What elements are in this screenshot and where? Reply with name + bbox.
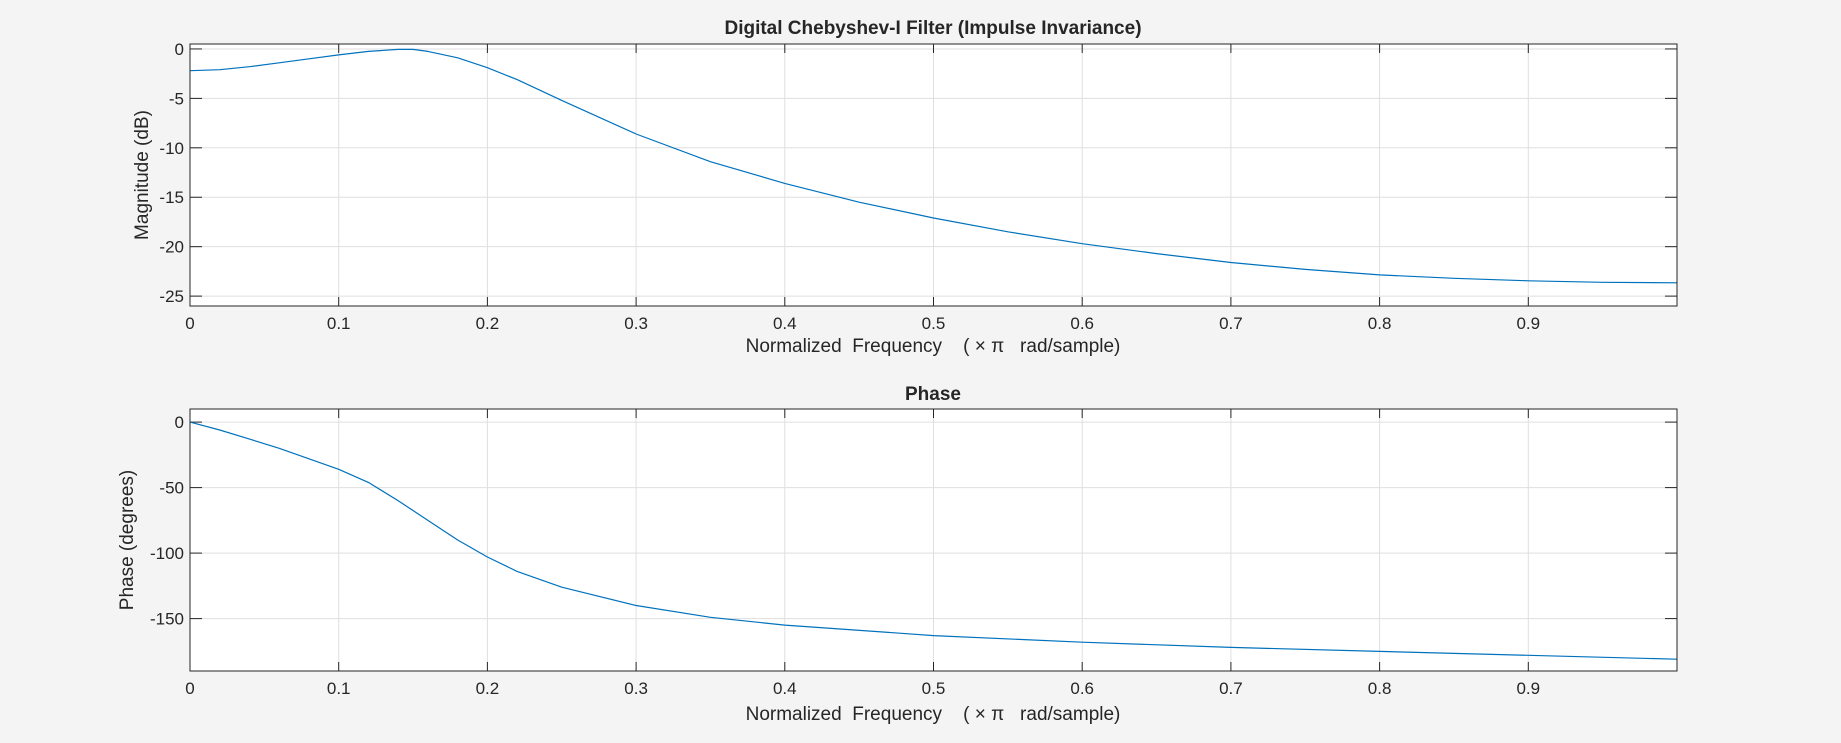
magnitude-series-line	[189, 48, 1678, 284]
magnitude-x-tick-label: 0	[185, 314, 194, 333]
phase-ticks	[189, 409, 1677, 671]
magnitude-y-tick-label: 0	[175, 40, 184, 59]
magnitude-tick-labels: 0 0.1 0.2 0.3 0.4 0.5 0.6 0.7 0.8 0.9 0 -5 -10 -15 -20…	[159, 40, 1540, 333]
phase-x-label: Normalized Frequency ( × π rad/sample)	[746, 704, 1121, 725]
phase-x-tick-label: 0.8	[1368, 679, 1392, 698]
phase-axes[interactable]: 0 0.1 0.2 0.3 0.4 0.5 0.6 0.7 0.8 0.9 0 -50 -100 -150…	[117, 384, 1678, 725]
magnitude-y-label: Magnitude (dB)	[132, 110, 153, 240]
phase-x-tick-label: 0.5	[922, 679, 946, 698]
magnitude-y-tick-label: -15	[159, 188, 184, 207]
phase-series-line	[189, 421, 1678, 660]
magnitude-x-tick-label: 0.8	[1368, 314, 1392, 333]
magnitude-x-tick-label: 0.3	[624, 314, 648, 333]
phase-y-tick-label: -50	[159, 479, 184, 498]
phase-x-tick-label: 0.2	[476, 679, 500, 698]
phase-x-tick-label: 0.1	[327, 679, 351, 698]
magnitude-x-tick-label: 0.5	[922, 314, 946, 333]
phase-x-tick-label: 0.7	[1219, 679, 1243, 698]
magnitude-axes-box	[189, 43, 1678, 307]
phase-tick-labels: 0 0.1 0.2 0.3 0.4 0.5 0.6 0.7 0.8 0.9 0 -50 -100 -150	[150, 413, 1540, 698]
magnitude-x-tick-label: 0.6	[1070, 314, 1094, 333]
magnitude-series	[189, 48, 1678, 284]
phase-y-tick-label: -150	[150, 610, 184, 629]
magnitude-x-tick-label: 0.9	[1516, 314, 1540, 333]
magnitude-y-tick-label: -10	[159, 139, 184, 158]
magnitude-axes[interactable]: 0 0.1 0.2 0.3 0.4 0.5 0.6 0.7 0.8 0.9 0 -5 -10 -15 -20…	[132, 18, 1678, 357]
phase-axes-box	[189, 408, 1678, 672]
magnitude-y-tick-label: -20	[159, 238, 184, 257]
magnitude-x-label: Normalized Frequency ( × π rad/sample)	[746, 336, 1121, 357]
phase-y-label: Phase (degrees)	[117, 470, 138, 610]
magnitude-y-tick-label: -5	[169, 89, 184, 108]
magnitude-x-tick-label: 0.7	[1219, 314, 1243, 333]
phase-x-tick-label: 0.9	[1516, 679, 1540, 698]
magnitude-x-tick-label: 0.4	[773, 314, 797, 333]
magnitude-title: Digital Chebyshev-I Filter (Impulse Inva…	[724, 18, 1141, 39]
magnitude-y-tick-label: -25	[159, 287, 184, 306]
phase-x-tick-label: 0.4	[773, 679, 797, 698]
phase-x-tick-label: 0.6	[1070, 679, 1094, 698]
phase-x-tick-label: 0.3	[624, 679, 648, 698]
phase-title: Phase	[905, 384, 961, 405]
phase-x-tick-label: 0	[185, 679, 194, 698]
phase-y-tick-label: 0	[175, 413, 184, 432]
phase-series	[189, 421, 1678, 660]
magnitude-x-tick-label: 0.2	[476, 314, 500, 333]
magnitude-x-tick-label: 0.1	[327, 314, 351, 333]
phase-y-tick-label: -100	[150, 544, 184, 563]
